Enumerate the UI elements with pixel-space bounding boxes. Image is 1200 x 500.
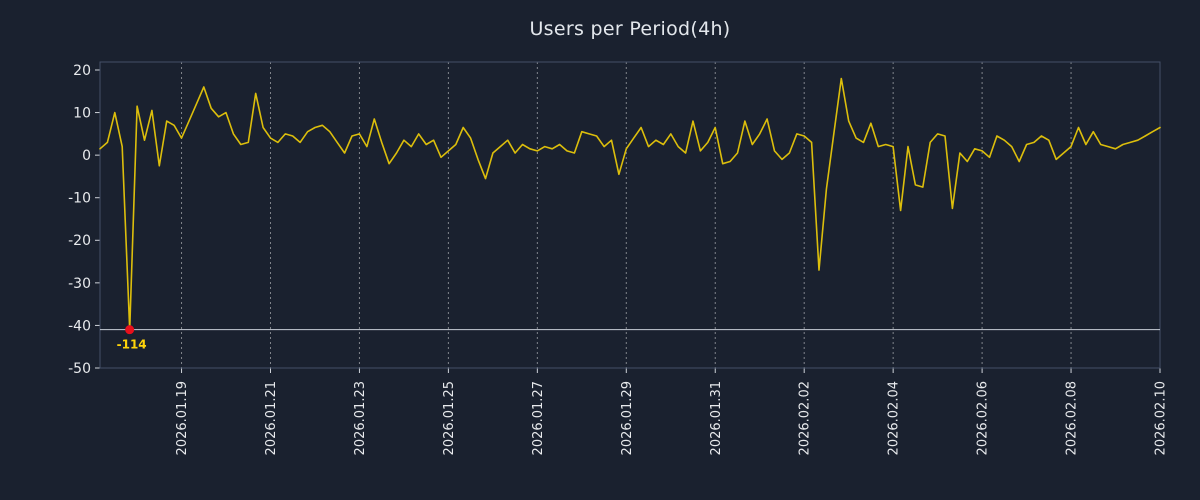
svg-text:-30: -30 <box>68 276 91 292</box>
svg-text:2026.01.27: 2026.01.27 <box>531 381 546 455</box>
svg-text:-40: -40 <box>68 318 91 334</box>
svg-text:2026.01.29: 2026.01.29 <box>620 381 635 455</box>
svg-text:2026.02.08: 2026.02.08 <box>1065 381 1080 455</box>
svg-text:10: 10 <box>73 105 91 121</box>
svg-text:2026.02.04: 2026.02.04 <box>887 381 902 455</box>
svg-text:20: 20 <box>73 63 91 79</box>
svg-text:0: 0 <box>82 148 91 164</box>
svg-text:-20: -20 <box>68 233 91 249</box>
svg-text:-50: -50 <box>68 361 91 377</box>
svg-text:2026.01.31: 2026.01.31 <box>709 381 724 455</box>
svg-text:2026.02.02: 2026.02.02 <box>798 381 813 455</box>
svg-text:2026.01.23: 2026.01.23 <box>353 381 368 455</box>
svg-text:-114: -114 <box>117 338 147 352</box>
svg-text:2026.02.10: 2026.02.10 <box>1154 381 1169 455</box>
svg-text:2026.01.25: 2026.01.25 <box>442 381 457 455</box>
chart-title: Users per Period(4h) <box>529 18 731 40</box>
svg-text:2026.02.06: 2026.02.06 <box>976 381 991 455</box>
svg-text:2026.01.19: 2026.01.19 <box>175 381 190 455</box>
svg-text:2026.01.21: 2026.01.21 <box>264 381 279 455</box>
svg-text:-10: -10 <box>68 191 91 207</box>
